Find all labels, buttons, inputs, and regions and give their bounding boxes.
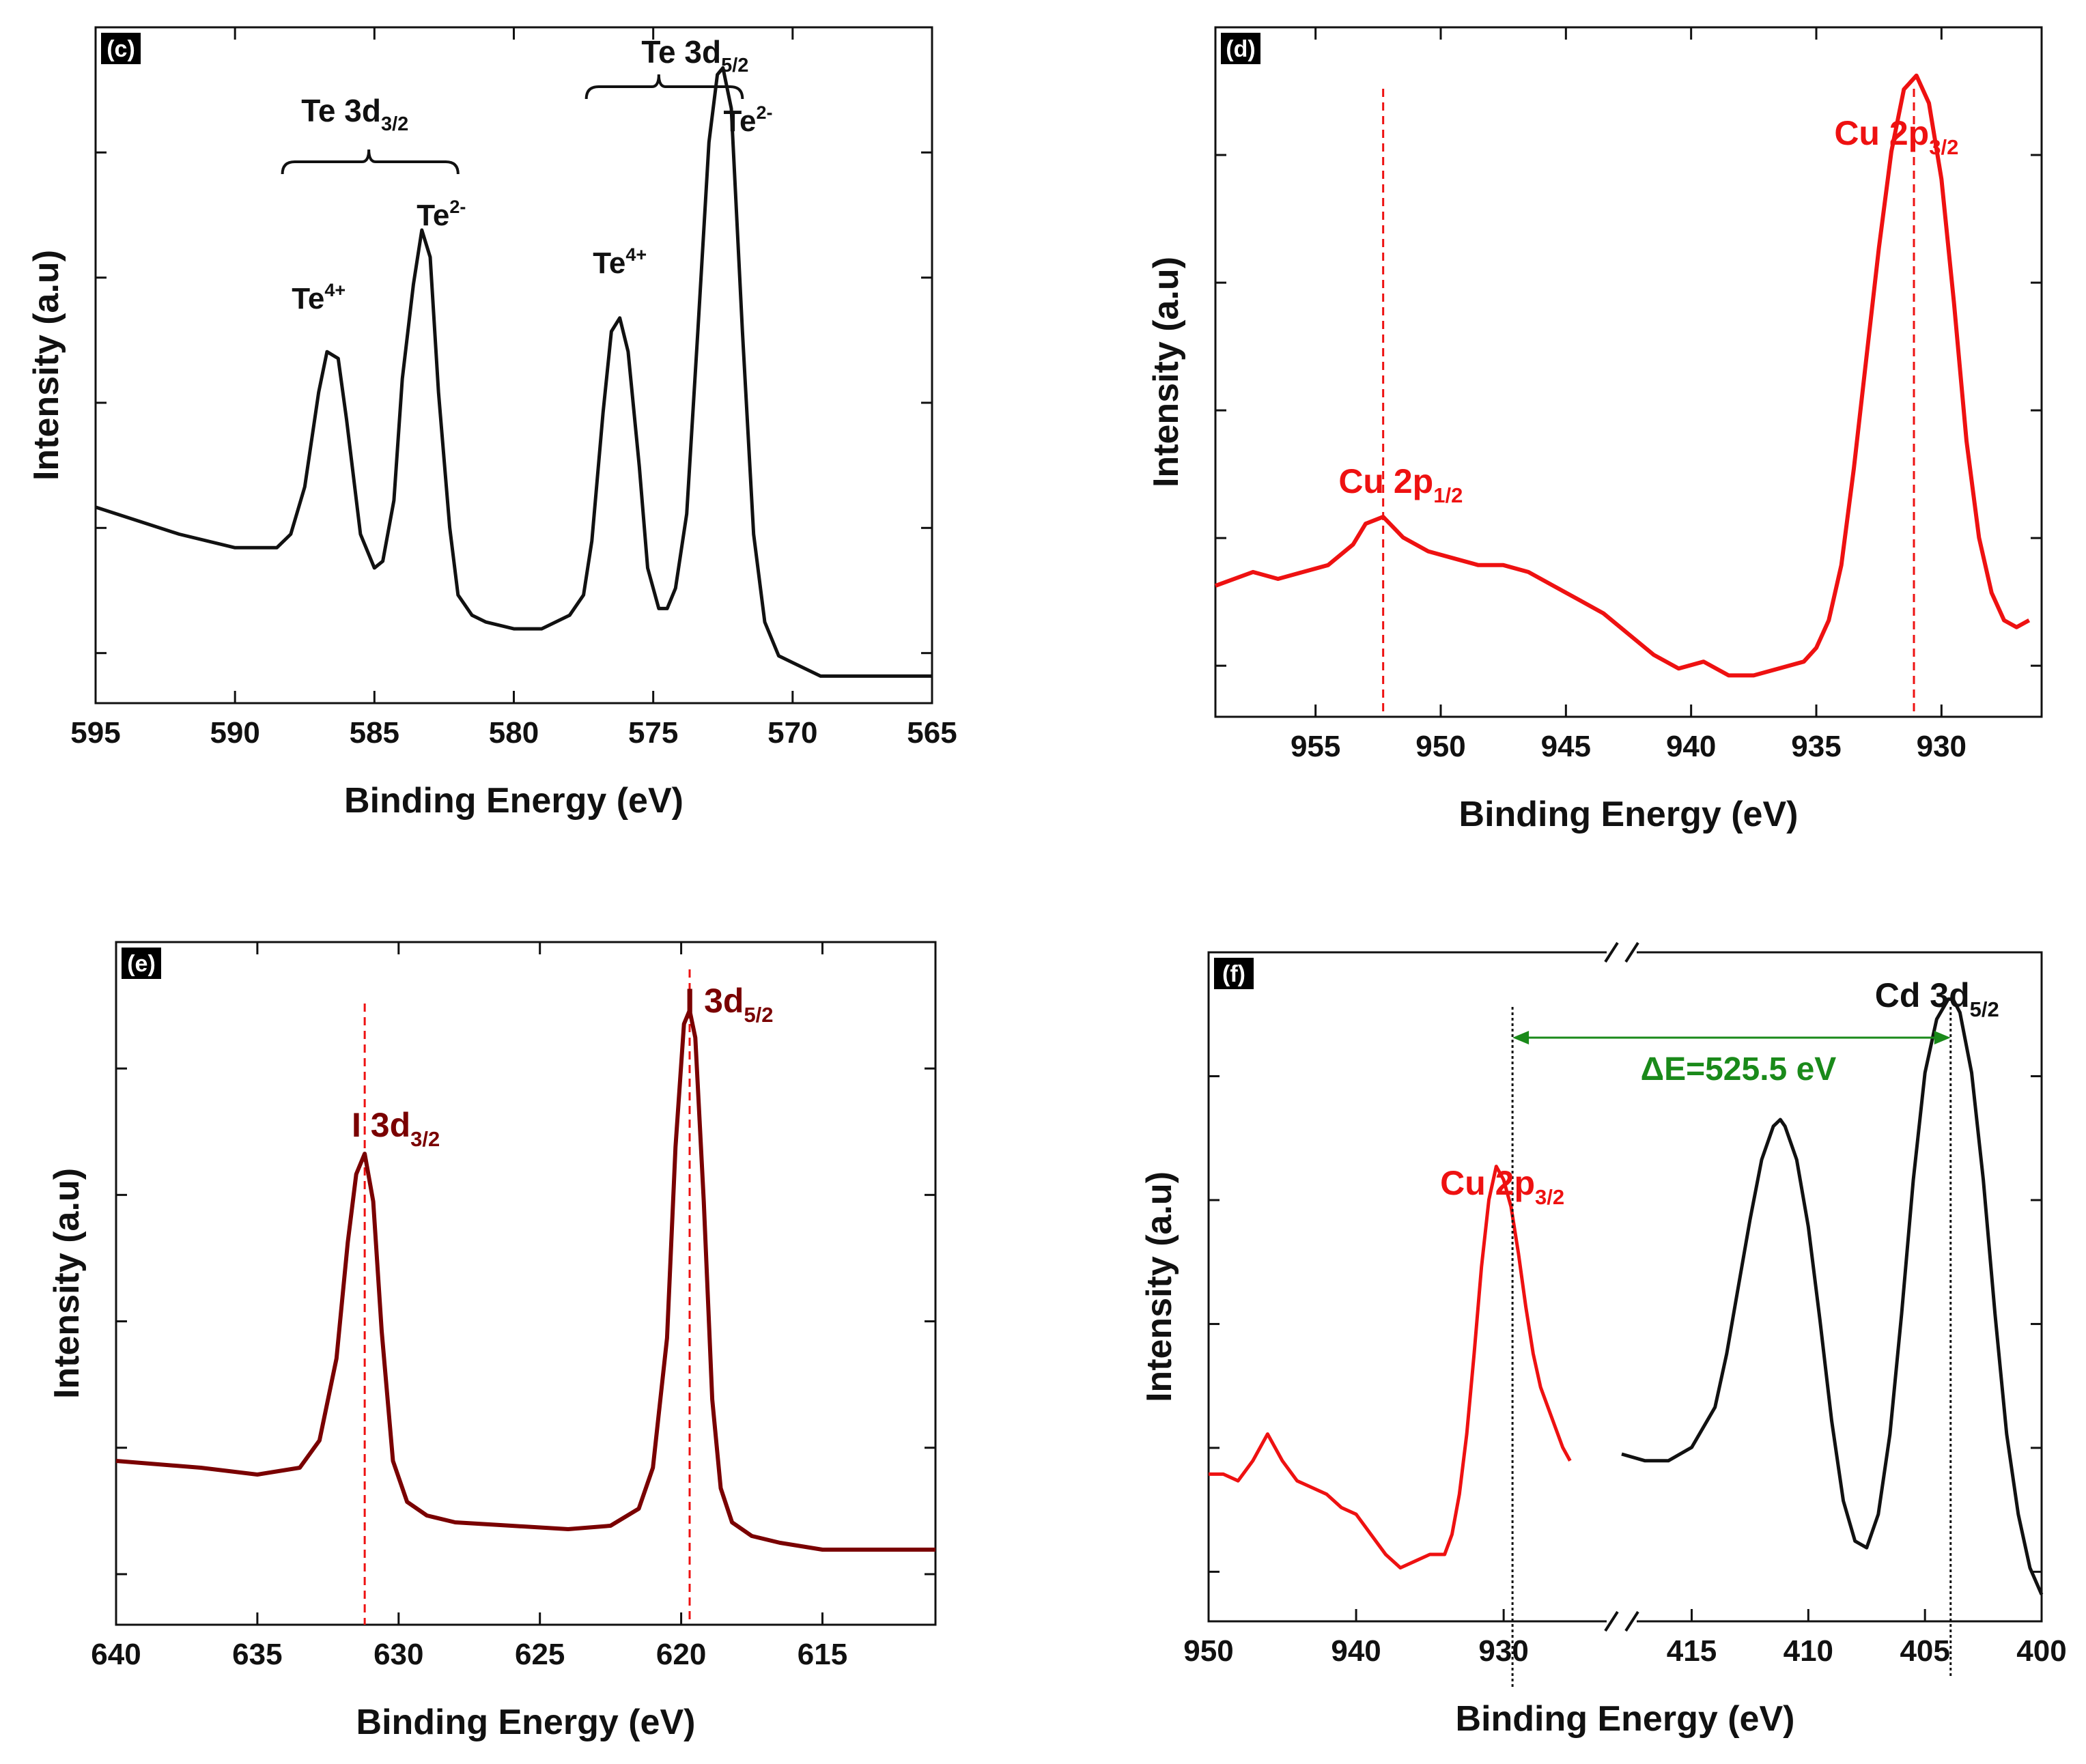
panel-label-text: (d) [1226,36,1255,62]
x-tick-label: 570 [767,716,817,750]
arrow-head-left [1512,1031,1530,1044]
te4plus-label-b: Te4+ [593,244,647,280]
plot-frame [94,26,933,705]
x-tick-label: 950 [1183,1634,1233,1668]
x-tick-label: 410 [1784,1634,1833,1668]
cu-2p-spectrum [1214,73,2031,678]
x-tick-label: 930 [1478,1634,1528,1668]
panel-label-text: (c) [107,36,135,62]
axis-break-mark [1604,941,1619,963]
cu-2p32-label: Cu 2p3/2 [1440,1164,1564,1209]
x-tick-label: 565 [907,716,957,750]
x-tick-label: 940 [1666,730,1716,763]
x-tick-label: 630 [373,1638,423,1671]
axis-break-mark [1604,1610,1619,1632]
panel-label: (c) [101,33,141,64]
plot-frame [115,941,937,1626]
x-tick-label: 595 [70,716,120,750]
panel-f: (f) Binding Energy (eV) Intensity (a.u) 950… [1140,941,2067,1739]
x-tick-label: 945 [1541,730,1591,763]
panel-c: (c) Binding Energy (eV) Intensity (a.u) 595… [27,26,957,821]
te-3d32-brace [281,149,460,175]
y-axis-label: Intensity (a.u) [1140,1171,1179,1402]
panel-e: (e) Binding Energy (eV) Intensity (a.u) 640… [47,941,937,1742]
te-3d32-label: Te 3d3/2 [301,93,408,135]
x-tick-label: 635 [232,1638,282,1671]
x-axis-label: Binding Energy (eV) [356,1703,696,1742]
te-3d-spectrum [95,66,932,678]
x-tick-label: 585 [350,716,399,750]
te2minus-label-b: Te2- [723,102,772,138]
x-tick-label: 625 [515,1638,565,1671]
x-tick-label: 590 [210,716,259,750]
panel-label-bg [1214,958,1254,989]
x-tick-label: 415 [1667,1634,1717,1668]
te2minus-label-a: Te2- [417,197,466,232]
y-axis-label: Intensity (a.u) [47,1168,87,1399]
panel-label-bg [101,33,141,64]
panel-label: (d) [1221,33,1260,64]
x-axis-label: Binding Energy (eV) [1459,795,1799,834]
te-3d52-brace [584,74,744,100]
te-3d52-label: Te 3d5/2 [641,34,748,76]
cu-2p32-label: Cu 2p3/2 [1834,114,1958,159]
delta-e-label: ΔE=525.5 eV [1641,1051,1837,1087]
x-tick-label: 405 [1900,1634,1949,1668]
x-tick-label: 640 [91,1638,141,1671]
x-tick-label: 615 [798,1638,847,1671]
x-tick-label: 580 [489,716,539,750]
plot-frame [1214,26,2043,718]
panel-label-text: (e) [127,951,156,977]
y-axis-label: Intensity (a.u) [27,250,66,481]
panel-label: (e) [122,948,161,979]
x-tick-label: 620 [656,1638,706,1671]
cu-2p12-label: Cu 2p1/2 [1338,462,1463,507]
x-tick-label: 950 [1415,730,1465,763]
panel-label-bg [122,948,161,979]
panel-label: (f) [1214,958,1254,989]
x-tick-label: 930 [1917,730,1967,763]
i-3d32-label: I 3d3/2 [352,1106,440,1151]
axis-break-mark [1624,941,1639,963]
x-tick-label: 955 [1291,730,1340,763]
cu-2p-spectrum [1209,1165,1572,1570]
cd-3d-spectrum [1621,997,2044,1595]
plot-frame [1207,951,2043,1623]
x-tick-label: 575 [628,716,678,750]
x-tick-label: 400 [2016,1634,2066,1668]
axis-break-mark [1624,1610,1639,1632]
x-tick-label: 940 [1331,1634,1381,1668]
te4plus-label-a: Te4+ [292,280,346,315]
y-axis-label: Intensity (a.u) [1146,257,1186,487]
panel-label-text: (f) [1222,961,1245,987]
x-axis-label: Binding Energy (eV) [1456,1699,1795,1739]
i-3d52-label: I 3d5/2 [685,982,773,1027]
x-tick-label: 935 [1791,730,1841,763]
panel-d: (d) Binding Energy (eV) Intensity (a.u) 955… [1146,26,2043,834]
arrow-head-right [1934,1031,1951,1044]
cd-3d52-label: Cd 3d5/2 [1875,976,1999,1021]
i-3d-spectrum [115,1008,935,1552]
panel-label-bg [1221,33,1260,64]
x-axis-label: Binding Energy (eV) [344,781,683,821]
